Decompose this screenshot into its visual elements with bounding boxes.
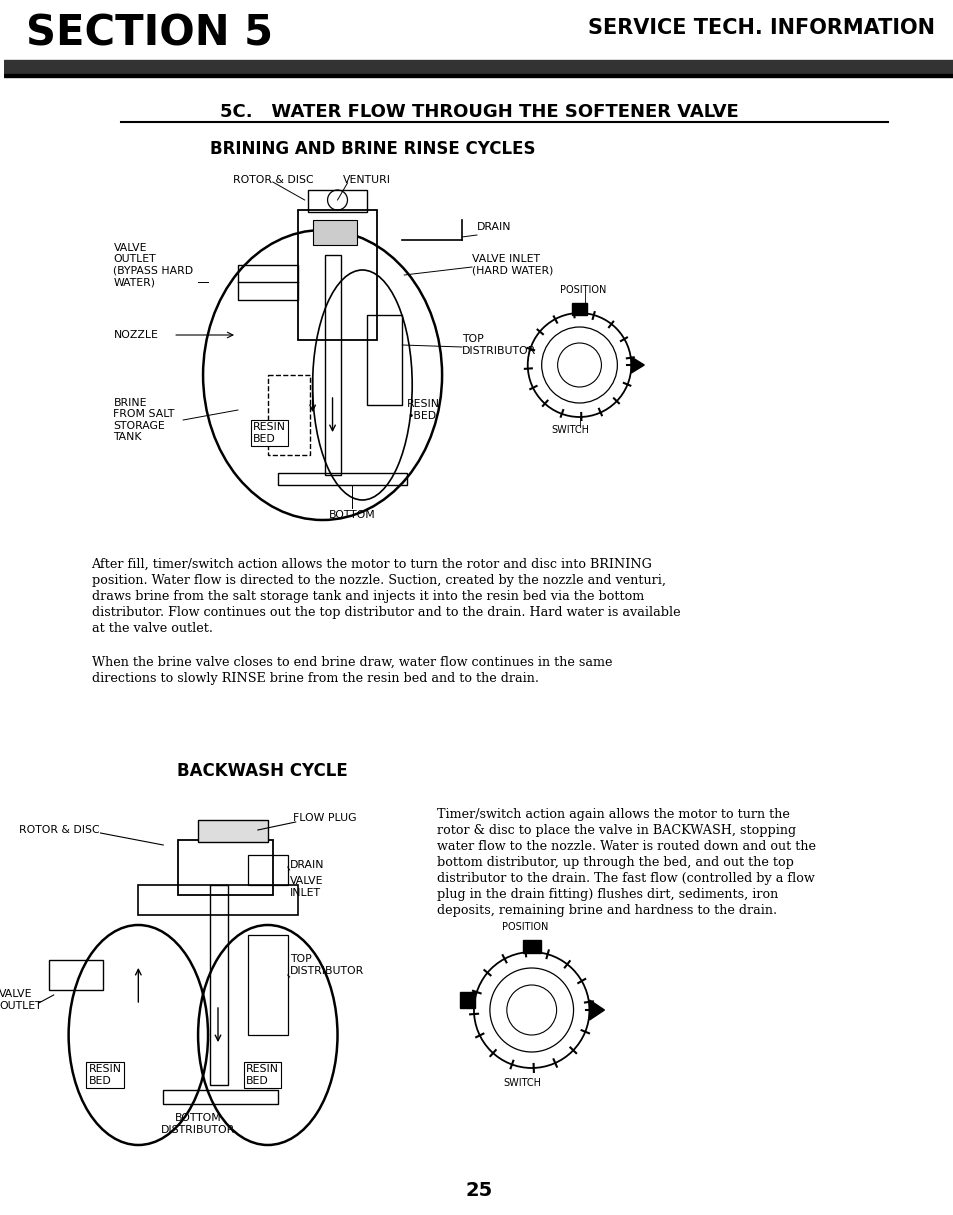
Text: SECTION 5: SECTION 5 (26, 12, 273, 53)
Text: BOTTOM: BOTTOM (329, 510, 375, 520)
Text: Timer/switch action again allows the motor to turn the: Timer/switch action again allows the mot… (436, 808, 789, 821)
Text: rotor & disc to place the valve in BACKWASH, stopping: rotor & disc to place the valve in BACKW… (436, 824, 796, 837)
Bar (571, 303, 587, 315)
Text: SERVICE TECH. INFORMATION: SERVICE TECH. INFORMATION (587, 18, 934, 38)
Text: POSITION: POSITION (559, 286, 605, 295)
Text: BRINING AND BRINE RINSE CYCLES: BRINING AND BRINE RINSE CYCLES (210, 140, 535, 158)
Text: After fill, timer/switch action allows the motor to turn the rotor and disc into: After fill, timer/switch action allows t… (91, 558, 652, 571)
Text: POSITION: POSITION (501, 922, 548, 932)
Bar (248, 936, 288, 1035)
Text: distributor. Flow continues out the top distributor and to the drain. Hard water: distributor. Flow continues out the top … (91, 606, 679, 618)
Text: draws brine from the salt storage tank and injects it into the resin bed via the: draws brine from the salt storage tank a… (91, 590, 643, 603)
Text: BACKWASH CYCLE: BACKWASH CYCLE (177, 762, 348, 780)
Text: 25: 25 (465, 1181, 492, 1200)
Bar (237, 265, 297, 300)
Text: water flow to the nozzle. Water is routed down and out the: water flow to the nozzle. Water is route… (436, 840, 815, 853)
Bar (324, 255, 340, 475)
Bar (522, 940, 540, 953)
Text: VALVE
OUTLET
(BYPASS HARD
WATER): VALVE OUTLET (BYPASS HARD WATER) (113, 243, 193, 288)
Bar (307, 190, 367, 211)
Bar (459, 991, 475, 1008)
Polygon shape (589, 1000, 604, 1021)
Text: DRAIN: DRAIN (290, 860, 324, 870)
Bar (277, 473, 407, 485)
Text: distributor to the drain. The fast flow (controlled by a flow: distributor to the drain. The fast flow … (436, 872, 814, 885)
Text: TOP
DISTRIBUTOR: TOP DISTRIBUTOR (290, 954, 364, 976)
Text: ROTOR & DISC: ROTOR & DISC (233, 175, 314, 185)
Text: bottom distributor, up through the bed, and out the top: bottom distributor, up through the bed, … (436, 857, 793, 869)
Bar (163, 1090, 277, 1104)
Text: 5C.   WATER FLOW THROUGH THE SOFTENER VALVE: 5C. WATER FLOW THROUGH THE SOFTENER VALV… (219, 103, 738, 122)
Text: NOZZLE: NOZZLE (113, 330, 158, 340)
Text: DRAIN: DRAIN (476, 222, 511, 232)
Text: VALVE
OUTLET: VALVE OUTLET (0, 989, 42, 1011)
Text: FLOW PLUG: FLOW PLUG (293, 813, 355, 823)
Text: SWITCH: SWITCH (503, 1078, 541, 1087)
Text: at the valve outlet.: at the valve outlet. (91, 622, 213, 635)
Text: RESIN
BED: RESIN BED (253, 422, 286, 443)
Bar (198, 820, 268, 842)
Text: When the brine valve closes to end brine draw, water flow continues in the same: When the brine valve closes to end brine… (91, 656, 612, 669)
Text: VALVE INLET
(HARD WATER): VALVE INLET (HARD WATER) (472, 254, 553, 276)
Bar (138, 885, 297, 915)
Text: RESIN
BED: RESIN BED (246, 1064, 278, 1086)
Bar (210, 885, 228, 1085)
Bar (248, 855, 288, 885)
Text: VALVE
INLET: VALVE INLET (290, 876, 323, 898)
Polygon shape (631, 357, 643, 373)
Text: RESIN
•BED: RESIN •BED (407, 400, 439, 420)
Text: deposits, remaining brine and hardness to the drain.: deposits, remaining brine and hardness t… (436, 904, 777, 917)
Bar (367, 315, 402, 405)
Text: TOP
DISTRIBUTOR: TOP DISTRIBUTOR (461, 334, 536, 356)
Text: VENTURI: VENTURI (342, 175, 390, 185)
Text: position. Water flow is directed to the nozzle. Suction, created by the nozzle a: position. Water flow is directed to the … (91, 573, 665, 587)
Bar (4, 60, 953, 74)
Bar (268, 375, 310, 454)
Bar (49, 960, 103, 990)
Text: ROTOR & DISC: ROTOR & DISC (19, 825, 99, 835)
Text: RESIN
BED: RESIN BED (89, 1064, 121, 1086)
Text: BRINE
FROM SALT
STORAGE
TANK: BRINE FROM SALT STORAGE TANK (113, 397, 174, 442)
Text: directions to slowly RINSE brine from the resin bed and to the drain.: directions to slowly RINSE brine from th… (91, 672, 537, 685)
Bar (178, 840, 273, 895)
Text: BOTTOM
DISTRIBUTOR: BOTTOM DISTRIBUTOR (161, 1113, 235, 1135)
Text: plug in the drain fitting) flushes dirt, sediments, iron: plug in the drain fitting) flushes dirt,… (436, 888, 778, 902)
Bar (313, 220, 357, 245)
Text: SWITCH: SWITCH (551, 425, 589, 435)
Bar (4, 74, 953, 77)
Bar (297, 210, 377, 340)
